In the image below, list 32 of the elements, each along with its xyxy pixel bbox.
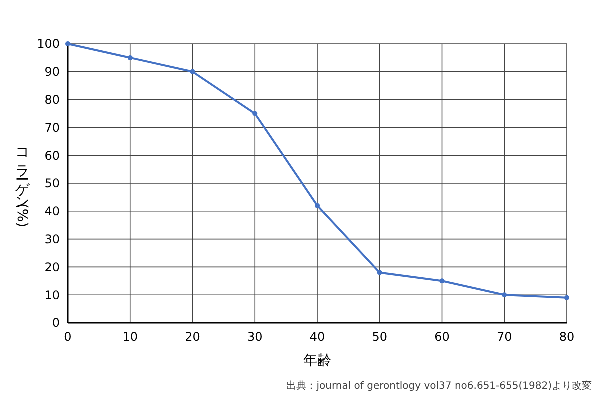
x-tick-label: 40 bbox=[310, 330, 326, 344]
x-tick-label: 0 bbox=[64, 330, 72, 344]
y-tick-label: 70 bbox=[44, 120, 60, 135]
source-note: 出典：journal of gerontlogy vol37 no6.651-655(1982)より改変 bbox=[286, 380, 592, 392]
x-tick-label: 50 bbox=[372, 330, 388, 344]
point bbox=[440, 278, 445, 284]
y-tick-label: 20 bbox=[44, 260, 60, 274]
y-tick-label: 10 bbox=[44, 288, 60, 302]
y-tick-label: 80 bbox=[44, 93, 60, 107]
x-axis-title: 年齢 bbox=[304, 353, 332, 369]
point bbox=[564, 295, 570, 300]
y-axis-title: コラーゲン(%) bbox=[14, 139, 30, 228]
point bbox=[66, 42, 70, 46]
y-tick-label: 0 bbox=[52, 316, 60, 330]
x-tick-label: 70 bbox=[496, 330, 512, 344]
x-tick-label: 10 bbox=[122, 330, 138, 344]
point bbox=[252, 111, 258, 116]
point bbox=[190, 69, 196, 74]
x-tick-label: 60 bbox=[434, 330, 450, 344]
x-tick-label: 80 bbox=[559, 330, 575, 344]
y-tick-label: 60 bbox=[44, 148, 60, 163]
y-tick-label: 40 bbox=[44, 204, 60, 219]
y-tick-label: 100 bbox=[37, 37, 60, 52]
point bbox=[315, 203, 320, 208]
y-tick-label: 90 bbox=[44, 65, 60, 80]
point bbox=[502, 292, 508, 298]
x-tick-label: 20 bbox=[185, 330, 200, 344]
point bbox=[128, 55, 133, 60]
y-tick-label: 50 bbox=[44, 176, 60, 191]
x-tick-label: 30 bbox=[247, 330, 263, 344]
point bbox=[377, 270, 382, 276]
y-tick-label: 30 bbox=[44, 232, 60, 246]
